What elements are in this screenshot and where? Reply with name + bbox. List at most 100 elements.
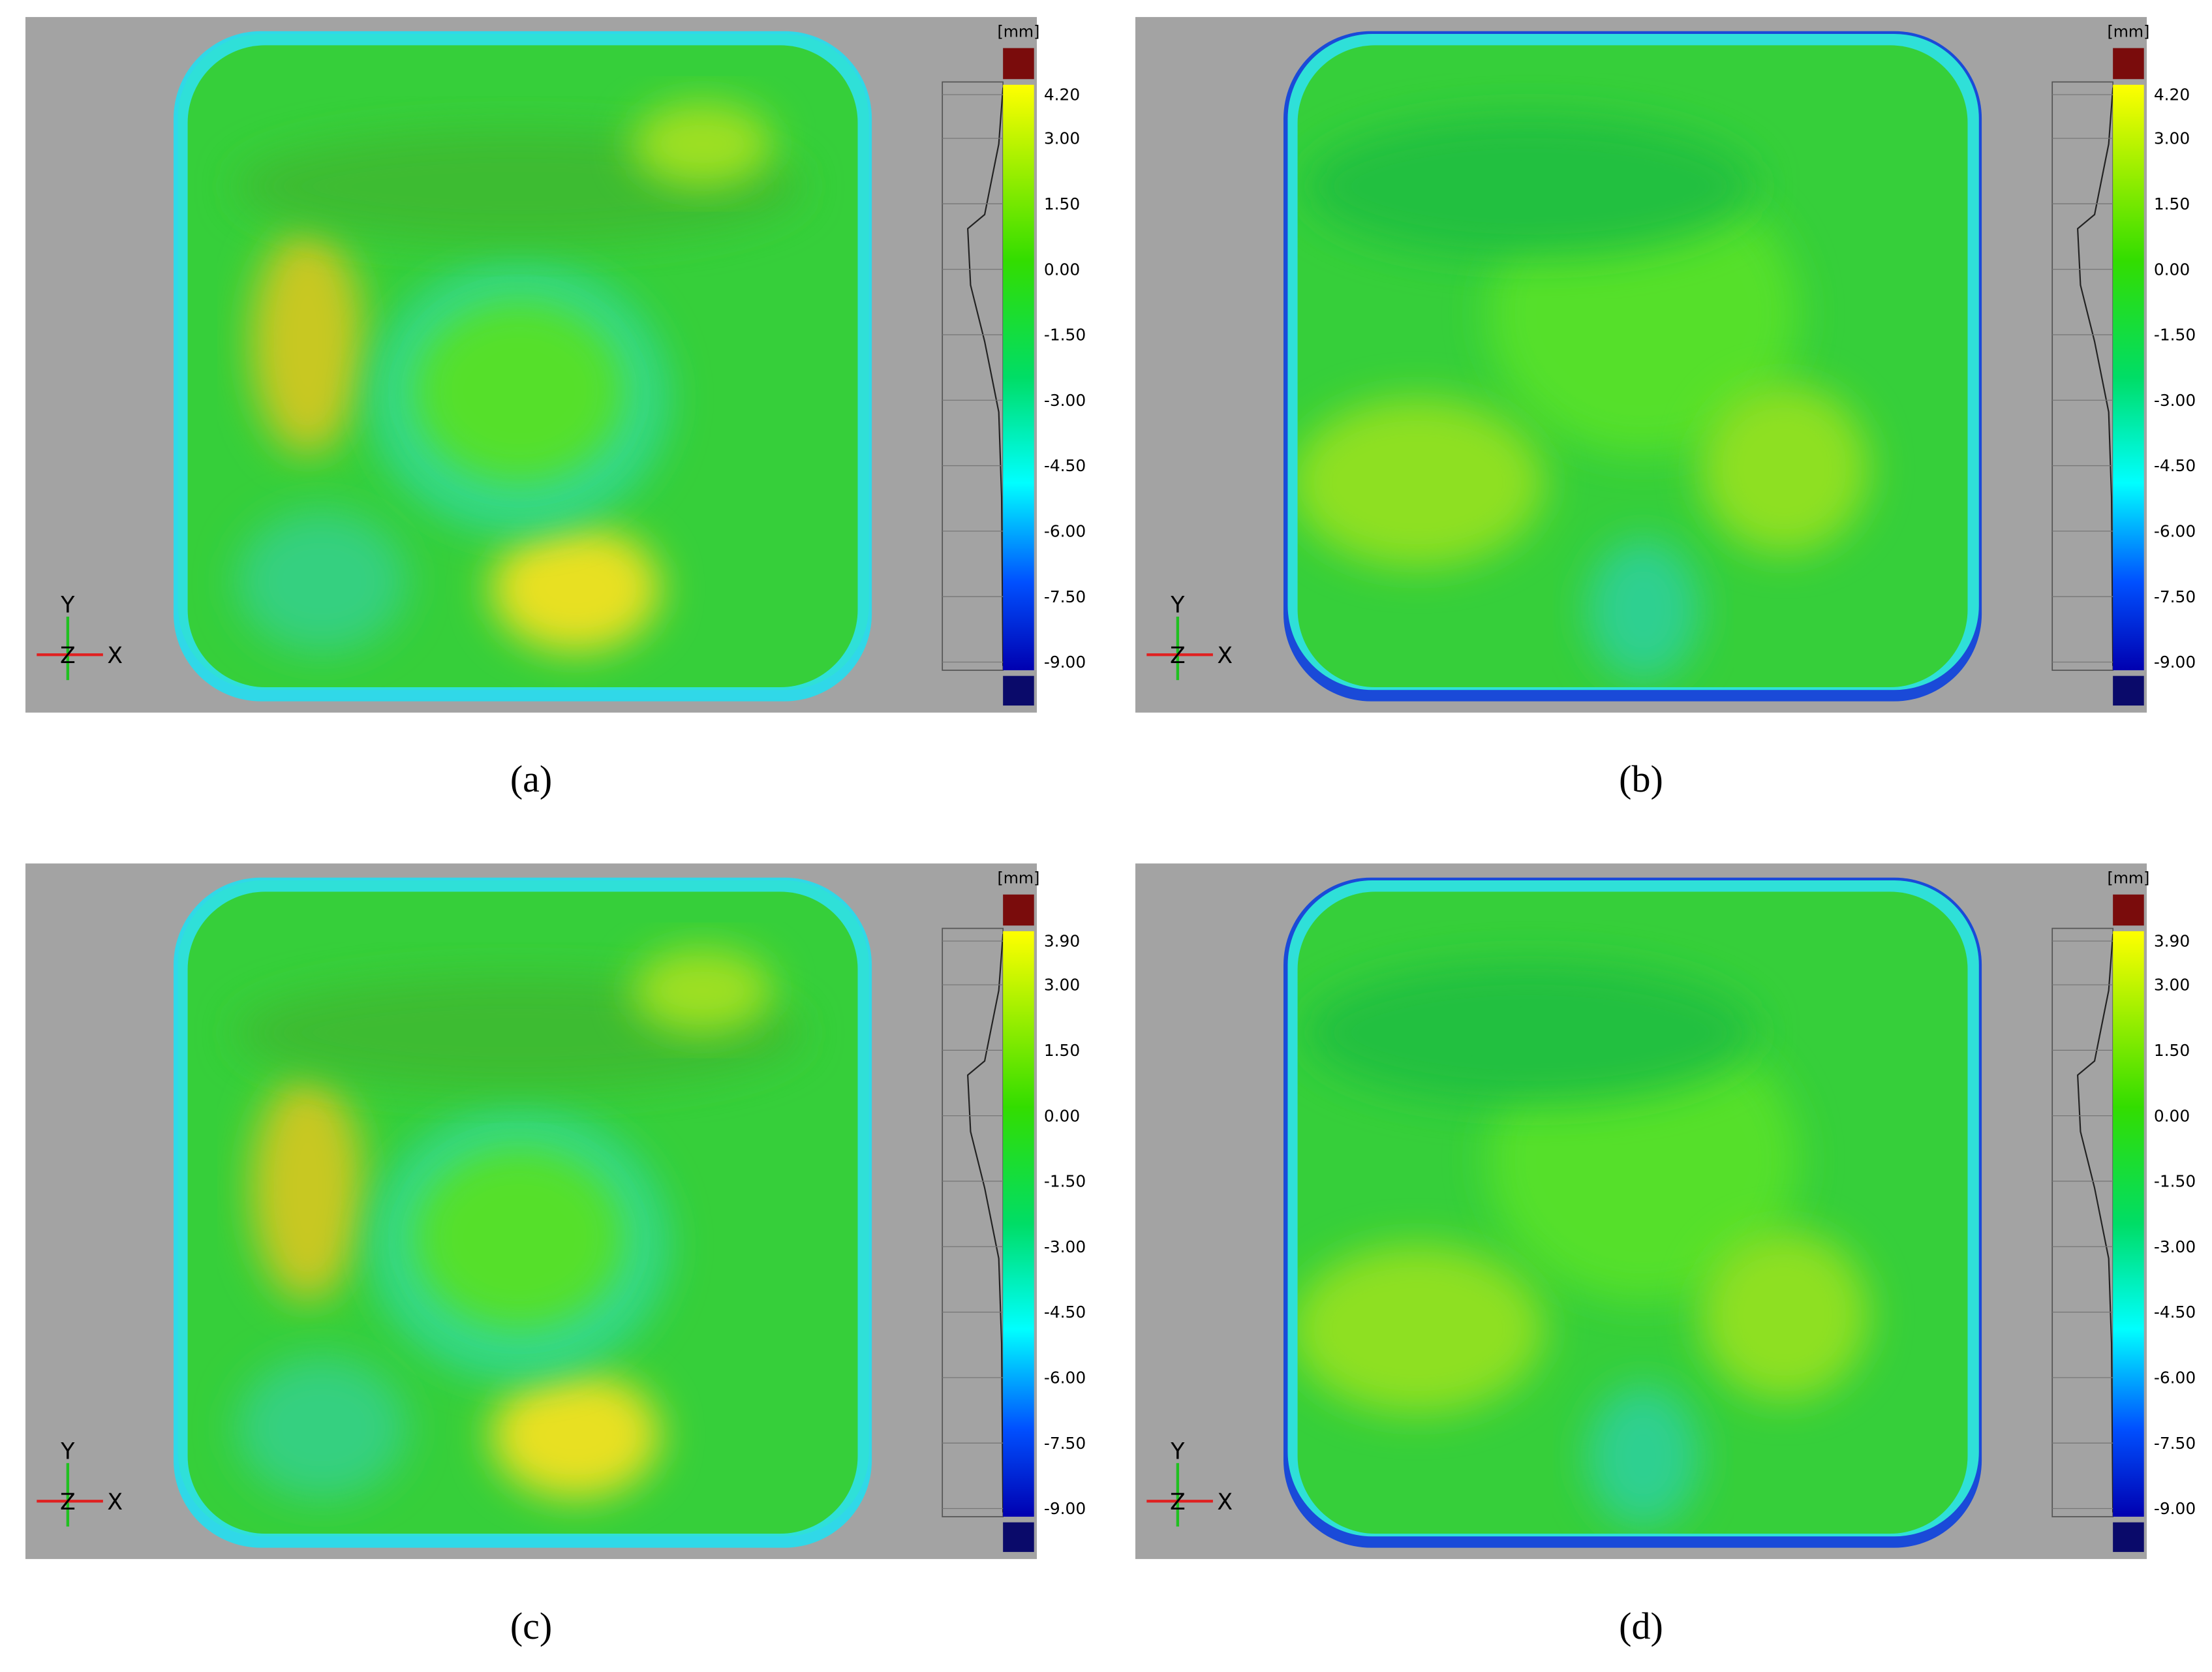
scale-label: 3.00 (2154, 129, 2190, 148)
scale-label: -6.00 (2154, 1369, 2196, 1387)
panel: [mm] 4.20 3.00 1.50 0.00 -1.50 -3.00 -4.50 -6.00… (1135, 17, 2196, 713)
map-region (413, 1145, 625, 1329)
map-region (1586, 538, 1700, 681)
under-range (2113, 1522, 2144, 1553)
map-region (632, 101, 773, 187)
scale-label: 3.00 (1044, 976, 1080, 995)
scale-label: -1.50 (1044, 326, 1086, 345)
panel: [mm] 3.90 3.00 1.50 0.00 -1.50 -3.00 -4.50 -6.00… (25, 863, 1086, 1559)
map-region (1304, 116, 1757, 257)
scale-label: -9.00 (1044, 653, 1086, 672)
panel-label: (a) (510, 758, 553, 800)
scale-label: -3.00 (1044, 391, 1086, 410)
scale-label: -7.50 (2154, 1434, 2196, 1453)
under-range (1003, 1522, 1034, 1553)
panel-label: (b) (1619, 758, 1663, 800)
axis-x-label: X (1217, 643, 1233, 669)
scale-label: -7.50 (1044, 587, 1086, 606)
map-region (237, 1357, 407, 1498)
unit: [mm] (998, 869, 1040, 887)
scale-label: -4.50 (1044, 1303, 1086, 1322)
map-region (1304, 962, 1757, 1104)
scale-label: 1.50 (1044, 1041, 1080, 1060)
deviation-map (1297, 891, 1968, 1534)
histogram (967, 934, 1004, 1513)
under-range (1003, 675, 1034, 706)
unit: [mm] (2108, 22, 2150, 40)
axis-z-label: Z (1170, 643, 1186, 669)
color-bar (2113, 931, 2144, 1517)
axis-y-label: Y (60, 592, 75, 618)
scale-label: 0.00 (2154, 260, 2190, 279)
scale-label: 3.90 (2154, 932, 2190, 951)
map-region (632, 948, 773, 1033)
scale-label: -4.50 (2154, 1303, 2196, 1322)
map-region (491, 525, 660, 652)
histogram (967, 87, 1004, 666)
scale-label: 4.20 (1044, 85, 1080, 104)
color-bar (2113, 84, 2144, 671)
panel-label: (d) (1619, 1605, 1663, 1647)
scale-label: 0.00 (1044, 1106, 1080, 1125)
map-region (1699, 1230, 1869, 1400)
deviation-map (1297, 45, 1968, 687)
axis-x-label: X (107, 1489, 123, 1515)
scale-label: 3.90 (1044, 932, 1080, 951)
histogram-frame (2051, 81, 2114, 671)
histogram (2077, 934, 2114, 1513)
over-range (1003, 894, 1034, 926)
scale-label: -6.00 (1044, 1369, 1086, 1387)
scale-label: -6.00 (1044, 522, 1086, 541)
map-region (1297, 397, 1544, 568)
deviation-map (187, 45, 858, 687)
map-region (251, 1075, 364, 1301)
under-range (2113, 675, 2144, 706)
over-range (2113, 48, 2144, 80)
axis-x-label: X (1217, 1489, 1233, 1515)
scale-label: -3.00 (2154, 1237, 2196, 1256)
map-region (237, 510, 407, 652)
scale-label: -9.00 (2154, 653, 2196, 672)
color-bar (1003, 931, 1034, 1517)
scale-label: 1.50 (2154, 194, 2190, 213)
axis-x-label: X (107, 643, 123, 669)
color-bar (1003, 84, 1034, 671)
axis-z-label: Z (60, 643, 76, 669)
over-range (2113, 894, 2144, 926)
scale-label: -4.50 (1044, 456, 1086, 475)
histogram (2077, 87, 2114, 666)
map-region (1586, 1385, 1700, 1527)
scale-label: 3.00 (1044, 129, 1080, 148)
panel-label: (c) (510, 1605, 553, 1647)
map-region (1297, 1244, 1544, 1414)
panel: [mm] 4.20 3.00 1.50 0.00 -1.50 -3.00 -4.50 -6.00… (25, 17, 1086, 713)
scale-label: 0.00 (2154, 1106, 2190, 1125)
scale-label: 1.50 (2154, 1041, 2190, 1060)
axis-y-label: Y (1170, 1438, 1185, 1464)
scale-label: -1.50 (2154, 1172, 2196, 1191)
panel: [mm] 3.90 3.00 1.50 0.00 -1.50 -3.00 -4.50 -6.00… (1135, 863, 2196, 1559)
scale-label: 4.20 (2154, 85, 2190, 104)
deviation-map (187, 891, 858, 1534)
scale-label: -1.50 (2154, 326, 2196, 345)
axis-y-label: Y (1170, 592, 1185, 618)
scale-label: -6.00 (2154, 522, 2196, 541)
scale-label: -7.50 (1044, 1434, 1086, 1453)
axis-z-label: Z (60, 1489, 76, 1515)
over-range (1003, 48, 1034, 80)
unit: [mm] (2108, 869, 2150, 887)
scale-label: 3.00 (2154, 976, 2190, 995)
scale-label: -4.50 (2154, 456, 2196, 475)
map-region (491, 1371, 660, 1498)
scale-label: -3.00 (2154, 391, 2196, 410)
scale-label: -1.50 (1044, 1172, 1086, 1191)
map-region (251, 228, 364, 455)
scale-label: -9.00 (1044, 1499, 1086, 1518)
scale-label: 1.50 (1044, 194, 1080, 213)
unit: [mm] (998, 22, 1040, 40)
axis-y-label: Y (60, 1438, 75, 1464)
map-region (413, 299, 625, 483)
histogram-frame (2051, 927, 2114, 1517)
axis-z-label: Z (1170, 1489, 1186, 1515)
